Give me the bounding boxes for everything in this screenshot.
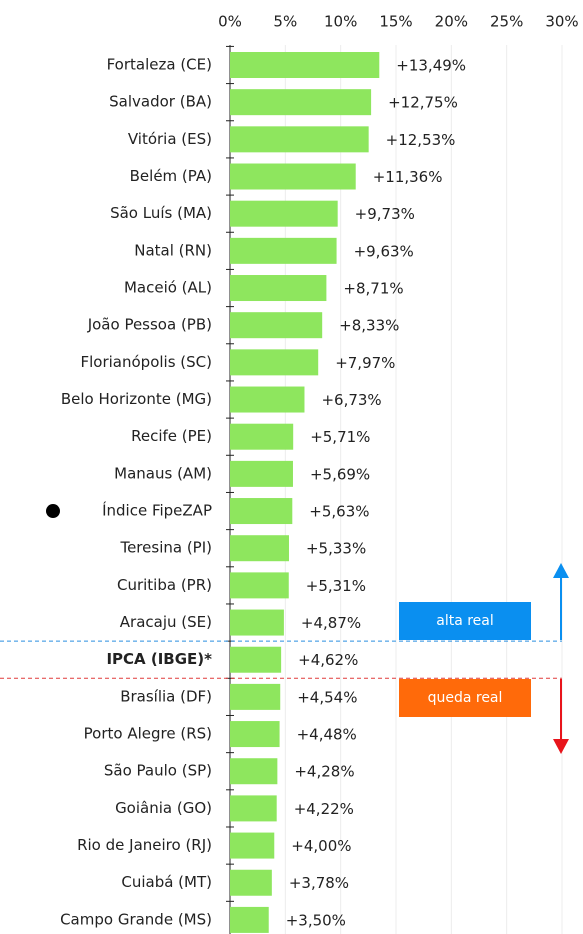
bar: [230, 906, 269, 933]
category-label: Goiânia (GO): [115, 799, 212, 817]
bar: [230, 795, 277, 822]
value-label: +7,97%: [335, 354, 395, 372]
bar: [230, 237, 337, 264]
bar: [230, 275, 327, 302]
value-label: +4,28%: [294, 763, 354, 781]
alta-real-box: [399, 602, 531, 640]
value-label: +9,63%: [354, 242, 414, 260]
x-tick-label: 5%: [273, 13, 297, 31]
value-label: +4,62%: [298, 651, 358, 669]
bar: [230, 572, 289, 599]
value-label: +3,50%: [286, 911, 346, 929]
category-label: Índice FipeZAP: [102, 501, 212, 520]
value-label: +12,75%: [388, 94, 458, 112]
category-label: Salvador (BA): [109, 93, 212, 111]
x-tick-label: 0%: [218, 13, 242, 31]
bar: [230, 89, 372, 116]
bar: [230, 609, 284, 636]
value-label: +3,78%: [289, 874, 349, 892]
value-label: +9,73%: [355, 205, 415, 223]
bar: [230, 163, 356, 190]
category-label: Florianópolis (SC): [81, 353, 213, 371]
bar: [230, 52, 380, 78]
value-label: +4,22%: [294, 800, 354, 818]
bar: [230, 535, 289, 562]
category-label: São Luís (MA): [110, 204, 212, 222]
category-label: Campo Grande (MS): [60, 910, 212, 928]
category-label: Cuiabá (MT): [121, 873, 212, 891]
x-tick-label: 20%: [435, 13, 468, 31]
annotation: alta real: [436, 613, 494, 629]
marker-dot: [46, 504, 60, 519]
category-label: Belo Horizonte (MG): [61, 390, 212, 408]
value-label: +5,69%: [310, 465, 370, 483]
category-label: Teresina (PI): [119, 539, 212, 557]
bar: [230, 869, 272, 896]
value-label: +8,33%: [339, 317, 399, 335]
category-label: IPCA (IBGE)*: [106, 650, 212, 668]
value-label: +4,87%: [301, 614, 361, 632]
value-label: +11,36%: [373, 168, 443, 186]
down-arrow-head: [553, 739, 569, 754]
bar: [230, 200, 338, 227]
x-tick-label: 15%: [379, 13, 412, 31]
bar: [230, 758, 278, 785]
value-label: +6,73%: [321, 391, 381, 409]
bar: [230, 832, 275, 859]
category-label: Rio de Janeiro (RJ): [77, 836, 212, 854]
value-label: +5,31%: [306, 577, 366, 595]
x-tick-label: 10%: [324, 13, 357, 31]
bar: [230, 349, 319, 376]
category-label: Fortaleza (CE): [107, 56, 212, 74]
category-label: Maceió (AL): [124, 279, 212, 297]
category-label: Recife (PE): [131, 427, 212, 445]
bar: [230, 721, 280, 748]
bar: [230, 312, 323, 339]
bar: [230, 386, 305, 413]
category-label: Belém (PA): [130, 167, 212, 185]
annotation: queda real: [428, 690, 503, 706]
value-label: +12,53%: [386, 131, 456, 149]
category-label: Brasília (DF): [120, 687, 212, 705]
category-label: João Pessoa (PB): [87, 316, 212, 334]
category-label: Aracaju (SE): [120, 613, 212, 631]
value-label: +8,71%: [343, 280, 403, 298]
queda-real-box: [399, 679, 531, 717]
x-tick-label: 25%: [490, 13, 523, 31]
category-label: Porto Alegre (RS): [84, 725, 212, 743]
up-arrow-head: [553, 563, 569, 578]
category-label: Curitiba (PR): [117, 576, 212, 594]
bar: [230, 423, 294, 450]
category-label: Natal (RN): [134, 241, 212, 259]
value-label: +4,48%: [297, 726, 357, 744]
category-label: Manaus (AM): [114, 464, 212, 482]
value-label: +4,00%: [291, 837, 351, 855]
bar: [230, 460, 293, 487]
value-label: +5,63%: [309, 503, 369, 521]
value-label: +5,71%: [310, 428, 370, 446]
bar: [230, 683, 281, 710]
bar: [230, 646, 282, 673]
bar: [230, 126, 369, 153]
value-label: +4,54%: [297, 688, 357, 706]
category-label: Vitória (ES): [128, 130, 212, 148]
x-tick-label: 30%: [545, 13, 578, 31]
bar: [230, 498, 293, 525]
value-label: +13,49%: [396, 57, 466, 75]
value-label: +5,33%: [306, 540, 366, 558]
category-label: São Paulo (SP): [104, 762, 212, 780]
